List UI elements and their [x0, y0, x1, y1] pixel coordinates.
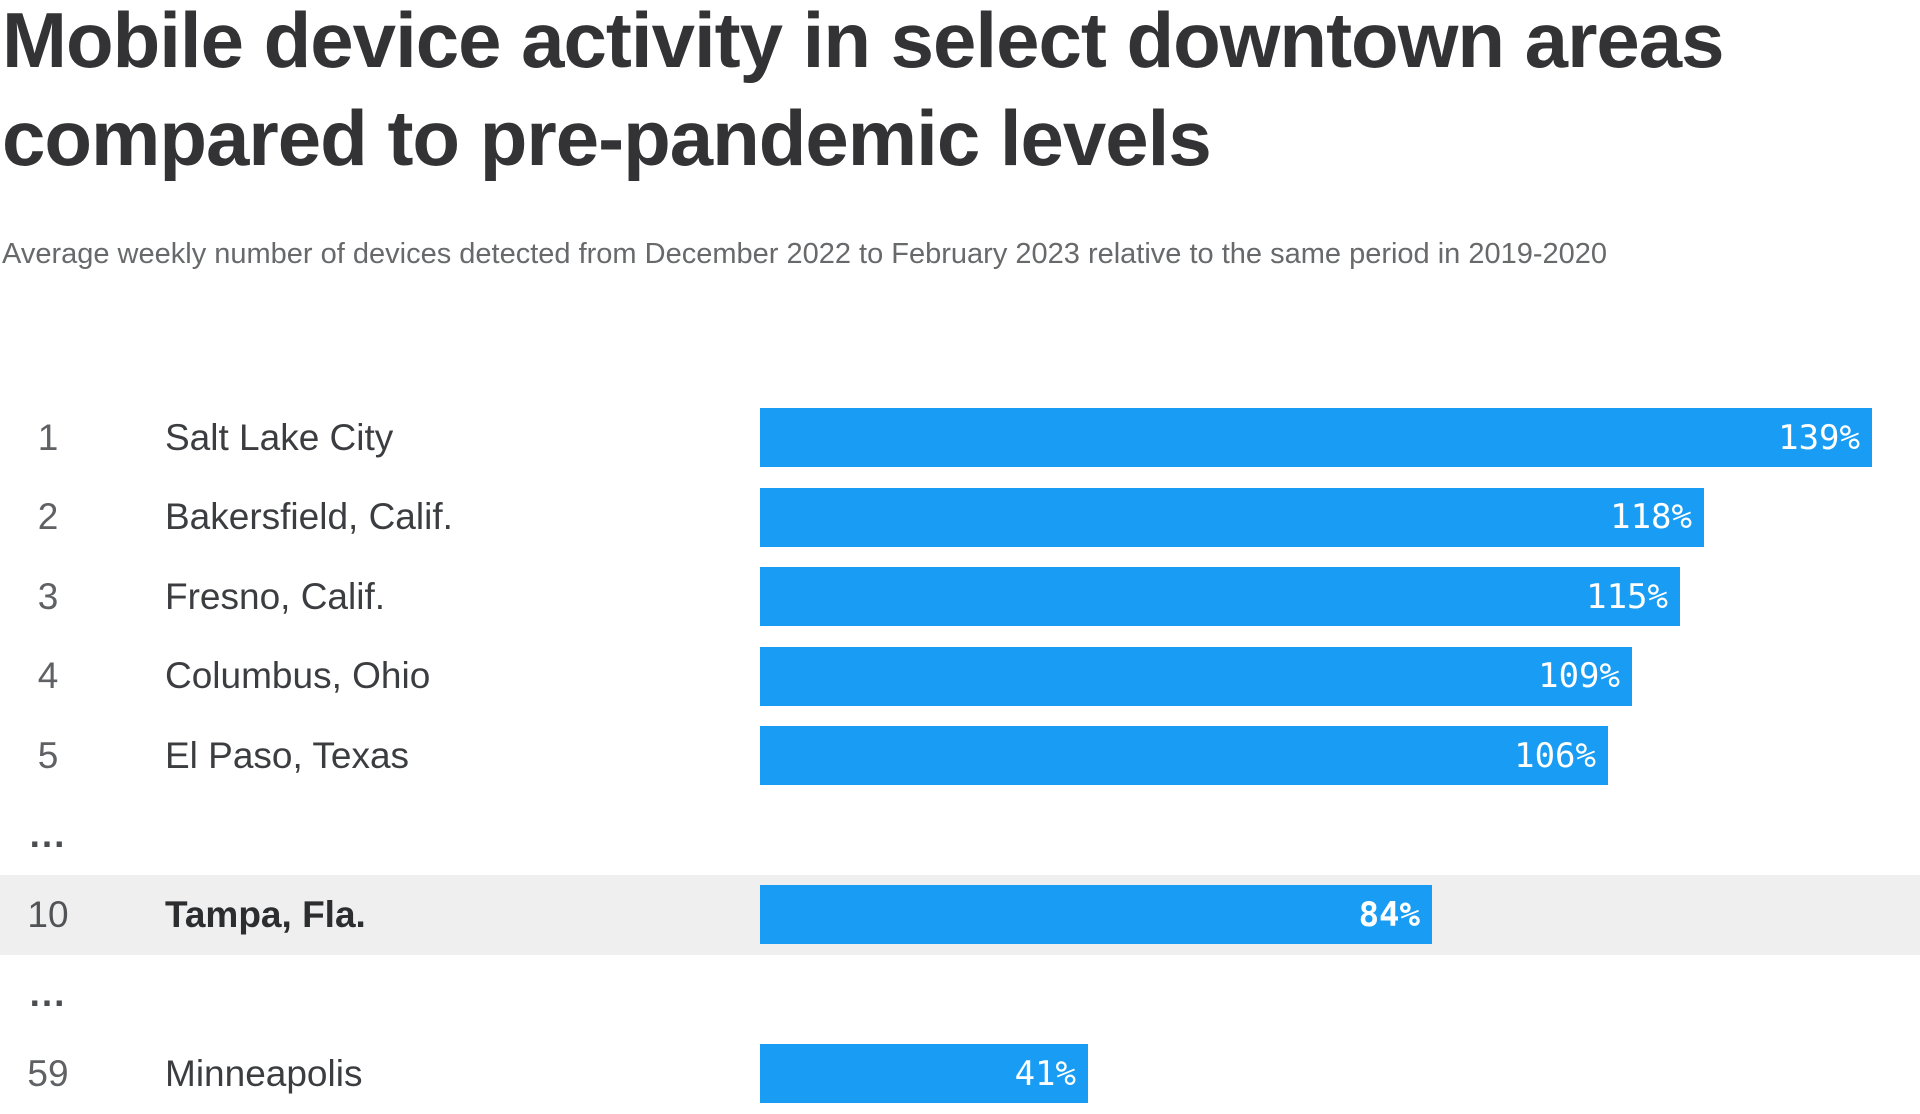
bar-track: 84% — [760, 885, 1920, 945]
value-bar: 115% — [760, 567, 1680, 627]
city-label: Minneapolis — [165, 1052, 363, 1094]
city-label: El Paso, Texas — [165, 734, 410, 776]
rank-label: 4 — [37, 655, 59, 697]
bar-track: 139% — [760, 408, 1920, 468]
chart-row: 3 Fresno, Calif. 115% — [0, 557, 1920, 637]
chart-row: 10 Tampa, Fla. 84% — [0, 875, 1920, 955]
rank-label: 1 — [37, 416, 59, 458]
rank-label: 10 — [27, 893, 69, 935]
chart-row: 5 El Paso, Texas 106% — [0, 716, 1920, 796]
bar-track: 118% — [760, 487, 1920, 547]
city-label: Columbus, Ohio — [165, 655, 431, 697]
chart-row: 59 Minneapolis 41% — [0, 1034, 1920, 1114]
value-label: 106% — [1514, 735, 1596, 776]
chart-subtitle: Average weekly number of devices detecte… — [2, 238, 1608, 270]
value-bar: 106% — [760, 726, 1608, 786]
value-label: 115% — [1586, 576, 1668, 617]
city-label: Fresno, Calif. — [165, 575, 386, 617]
rank-label: 2 — [37, 496, 59, 538]
value-label: 118% — [1610, 497, 1692, 538]
truncation-row: ... — [0, 955, 1920, 1035]
rank-label: 5 — [37, 734, 59, 776]
rank-label: 59 — [27, 1052, 69, 1094]
value-label: 84% — [1358, 894, 1420, 935]
chart-title: Mobile device activity in select downtow… — [2, 0, 1725, 182]
value-label: 41% — [1014, 1053, 1076, 1094]
chart-row: 4 Columbus, Ohio 109% — [0, 637, 1920, 717]
city-label: Bakersfield, Calif. — [165, 496, 453, 538]
ellipsis-label: ... — [29, 814, 67, 856]
ellipsis-label: ... — [29, 973, 67, 1015]
city-label: Salt Lake City — [165, 416, 394, 458]
bar-track: 115% — [760, 567, 1920, 627]
chart-row: 1 Salt Lake City 139% — [0, 398, 1920, 478]
chart-rows: 1 Salt Lake City 139% 2 Bakersfield, Calif. 1… — [0, 398, 1920, 1114]
value-bar: 109% — [760, 646, 1632, 706]
value-bar: 139% — [760, 408, 1872, 468]
value-bar: 41% — [760, 1044, 1088, 1104]
value-label: 109% — [1538, 656, 1620, 697]
city-label: Tampa, Fla. — [165, 893, 366, 935]
bar-track: 106% — [760, 726, 1920, 786]
bar-track: 41% — [760, 1044, 1920, 1104]
value-label: 139% — [1778, 417, 1860, 458]
value-bar: 118% — [760, 487, 1704, 547]
truncation-row: ... — [0, 796, 1920, 876]
value-bar: 84% — [760, 885, 1432, 945]
chart-row: 2 Bakersfield, Calif. 118% — [0, 478, 1920, 558]
bar-track: 109% — [760, 646, 1920, 706]
rank-label: 3 — [37, 575, 59, 617]
